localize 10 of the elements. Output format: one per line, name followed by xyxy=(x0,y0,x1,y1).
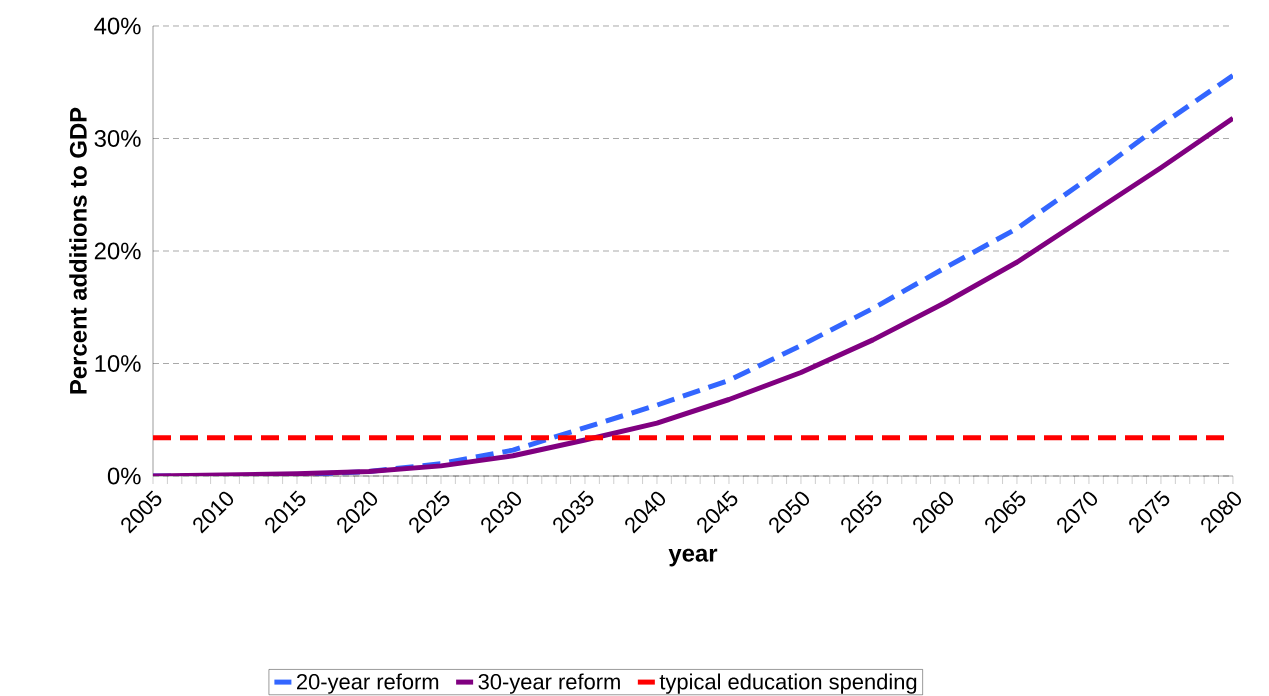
legend-label: typical education spending xyxy=(659,673,917,694)
y-axis-title: Percent additions to GDP xyxy=(69,107,87,394)
y-tick-label: 0% xyxy=(107,467,141,485)
y-tick-label: 40% xyxy=(94,17,141,35)
x-axis-title: year xyxy=(668,548,718,567)
legend-label: 20-year reform xyxy=(297,673,439,694)
y-tick-label: 10% xyxy=(95,355,141,372)
y-tick-label: 30% xyxy=(94,130,141,147)
legend-label: 30-year reform xyxy=(478,673,620,694)
y-tick-label: 20% xyxy=(94,242,141,260)
